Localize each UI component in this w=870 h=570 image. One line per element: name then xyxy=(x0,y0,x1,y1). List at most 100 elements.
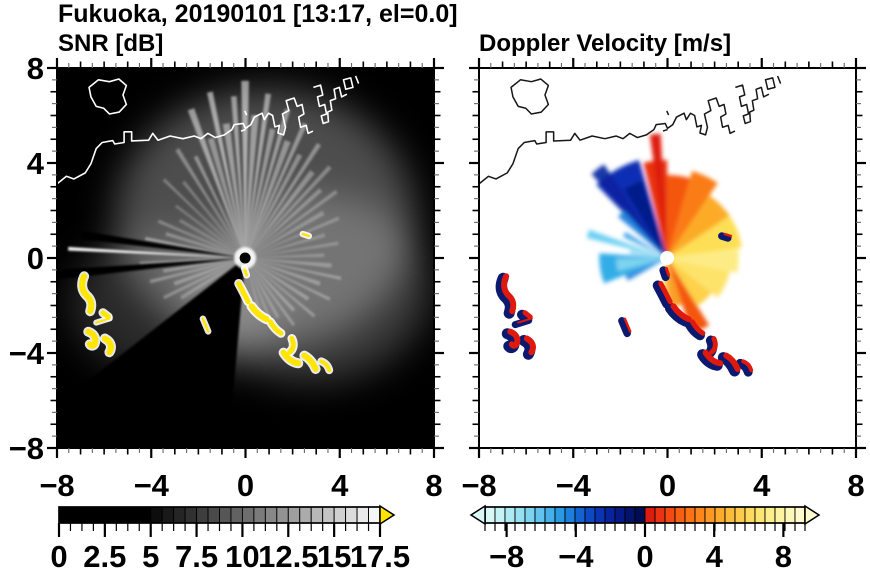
colorbar-tick-label: 10 xyxy=(225,539,259,570)
colorbar-tick-label: 0 xyxy=(636,539,653,570)
colorbar-cell xyxy=(253,506,266,524)
colorbar-tick-label: 15 xyxy=(317,539,351,570)
colorbar-cell xyxy=(664,506,676,524)
colorbar-cell xyxy=(564,506,576,524)
plot-area xyxy=(57,68,434,448)
colorbar-cell xyxy=(634,506,646,524)
coastline xyxy=(479,76,781,184)
radar-center xyxy=(239,252,251,264)
snr-panel-title: SNR [dB] xyxy=(58,30,164,57)
colorbar-tick-label: 2.5 xyxy=(83,539,126,570)
x-tick-label: 0 xyxy=(659,468,676,503)
colorbar-cell xyxy=(230,506,243,524)
axis-frame: −8 −4 0 4 8 8 4 0 −4 −8 xyxy=(9,51,444,503)
velocity-wedges xyxy=(586,133,742,334)
colorbar-cell xyxy=(654,506,666,524)
main-title: Fukuoka, 20190101 [13:17, el=0.0] xyxy=(58,0,458,28)
radar-center xyxy=(660,251,675,265)
colorbar-cell xyxy=(554,506,566,524)
ground-clutter xyxy=(504,234,751,370)
colorbar-cell xyxy=(173,506,186,524)
colorbar-cell xyxy=(614,506,626,524)
colorbar-tick-label: 0 xyxy=(50,539,67,570)
y-tick-label: 4 xyxy=(27,146,45,181)
ground-clutter xyxy=(82,234,329,370)
x-tick-label: −4 xyxy=(134,468,170,503)
colorbar-tick-label: 12.5 xyxy=(258,539,318,570)
colorbar-cell xyxy=(70,506,83,524)
colorbar-cell xyxy=(356,506,369,524)
colorbar-cell xyxy=(241,506,255,524)
colorbar: −8 −4 0 4 8 xyxy=(469,504,821,570)
colorbar-cell xyxy=(127,506,140,524)
colorbar-cell xyxy=(161,506,175,524)
y-tick-label: 0 xyxy=(27,241,44,276)
colorbar-cell xyxy=(333,506,347,524)
colorbar-tick-label: 4 xyxy=(706,539,724,570)
colorbar-tick-label: 8 xyxy=(775,539,792,570)
colorbar-cell xyxy=(684,506,696,524)
colorbar-cell xyxy=(207,506,220,524)
velocity-panel: −8 −4 0 4 8 −8 −4 0 4 8 xyxy=(461,58,866,570)
colorbar-cell xyxy=(774,506,786,524)
x-tick-label: 8 xyxy=(425,468,442,503)
colorbar-cell xyxy=(104,506,117,524)
colorbar-cell xyxy=(794,506,806,524)
x-tick-label: −8 xyxy=(39,468,74,503)
colorbar-cell xyxy=(115,506,129,524)
colorbar-cell xyxy=(81,506,94,524)
colorbar-cell xyxy=(624,506,636,524)
x-tick-label: 4 xyxy=(331,468,349,503)
colorbar-cell xyxy=(754,506,766,524)
velocity-panel-title: Doppler Velocity [m/s] xyxy=(479,30,732,57)
colorbar-tick-label: −8 xyxy=(489,539,524,570)
colorbar-cell xyxy=(184,506,198,524)
colorbar-cell xyxy=(196,506,209,524)
colorbar-cell xyxy=(287,506,301,524)
colorbar-cell xyxy=(524,506,536,524)
colorbar-cell xyxy=(544,506,556,524)
colorbar-cell xyxy=(674,506,686,524)
colorbar-cell xyxy=(784,506,796,524)
colorbar-cell xyxy=(694,506,706,524)
colorbar-cell xyxy=(322,506,335,524)
colorbar-arrow-left xyxy=(469,504,486,526)
x-tick-label: 4 xyxy=(753,468,771,503)
y-tick-label: −8 xyxy=(9,431,44,466)
colorbar-tick-label: 7.5 xyxy=(175,539,218,570)
colorbar-cell xyxy=(744,506,756,524)
colorbar-cell xyxy=(494,506,506,524)
colorbar-cell xyxy=(604,506,616,524)
colorbar-tick-label: −4 xyxy=(558,539,594,570)
colorbar-cell xyxy=(92,506,106,524)
colorbar-cell xyxy=(534,506,546,524)
colorbar-cell xyxy=(310,506,324,524)
colorbar-cell xyxy=(504,506,516,524)
colorbar-cell xyxy=(264,506,278,524)
colorbar-cell xyxy=(299,506,312,524)
colorbar-cell xyxy=(219,506,232,524)
colorbar-cell xyxy=(484,506,496,524)
x-tick-label: 0 xyxy=(237,468,254,503)
colorbar-cell xyxy=(574,506,586,524)
radar-streaks xyxy=(68,80,342,332)
colorbar-tick-label: 17.5 xyxy=(350,539,410,570)
colorbar-tick-label: 5 xyxy=(142,539,159,570)
colorbar-cell xyxy=(276,506,289,524)
x-tick-label: −8 xyxy=(461,468,496,503)
colorbar-cell xyxy=(368,506,381,524)
axis-frame: −8 −4 0 4 8 xyxy=(461,58,866,503)
colorbar-arrow-right xyxy=(379,504,396,526)
coastline xyxy=(57,76,359,184)
shadow-wedges xyxy=(57,230,246,448)
y-tick-label: 8 xyxy=(27,51,44,86)
colorbar-cell xyxy=(764,506,776,524)
x-tick-label: −4 xyxy=(556,468,592,503)
plot-area xyxy=(479,68,856,448)
colorbar-cell xyxy=(714,506,726,524)
colorbar-cell xyxy=(138,506,152,524)
x-tick-label: 8 xyxy=(847,468,864,503)
colorbar-cell xyxy=(704,506,716,524)
